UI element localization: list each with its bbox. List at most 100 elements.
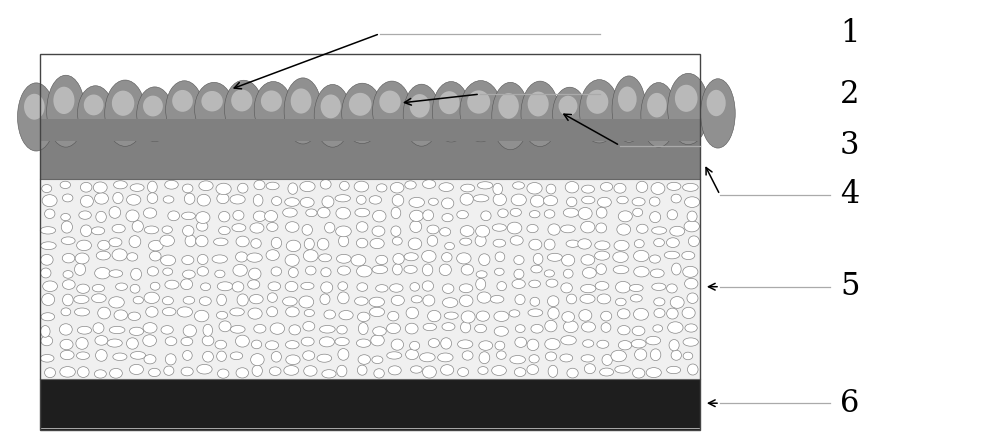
Ellipse shape	[615, 298, 626, 306]
Ellipse shape	[490, 295, 504, 303]
Ellipse shape	[216, 311, 228, 319]
Ellipse shape	[615, 366, 630, 373]
Ellipse shape	[248, 280, 260, 289]
Ellipse shape	[61, 237, 75, 245]
Ellipse shape	[409, 198, 424, 207]
Ellipse shape	[493, 183, 503, 195]
Ellipse shape	[197, 267, 209, 276]
Ellipse shape	[41, 242, 56, 250]
Ellipse shape	[563, 269, 573, 278]
Ellipse shape	[110, 368, 122, 378]
Ellipse shape	[320, 294, 330, 305]
Ellipse shape	[42, 195, 57, 207]
Ellipse shape	[301, 337, 314, 346]
Ellipse shape	[650, 349, 661, 361]
Ellipse shape	[202, 336, 214, 346]
Ellipse shape	[476, 225, 490, 237]
Ellipse shape	[533, 254, 543, 264]
Ellipse shape	[271, 352, 281, 362]
Ellipse shape	[633, 368, 645, 378]
Ellipse shape	[666, 238, 679, 247]
Ellipse shape	[439, 264, 451, 276]
Ellipse shape	[336, 254, 351, 263]
Ellipse shape	[631, 340, 646, 348]
Ellipse shape	[457, 211, 468, 219]
Ellipse shape	[338, 292, 349, 304]
Ellipse shape	[91, 227, 105, 235]
Ellipse shape	[387, 352, 402, 359]
Ellipse shape	[161, 326, 173, 334]
Ellipse shape	[428, 198, 438, 205]
Ellipse shape	[410, 210, 423, 221]
Ellipse shape	[238, 183, 248, 193]
Ellipse shape	[629, 284, 643, 292]
Ellipse shape	[322, 370, 336, 378]
Ellipse shape	[61, 213, 70, 221]
Ellipse shape	[370, 307, 385, 317]
Ellipse shape	[299, 296, 314, 308]
Ellipse shape	[248, 308, 262, 319]
Ellipse shape	[265, 341, 279, 350]
Ellipse shape	[289, 325, 301, 335]
Text: 3: 3	[840, 130, 860, 161]
Ellipse shape	[473, 195, 489, 202]
Ellipse shape	[149, 368, 160, 377]
Ellipse shape	[168, 211, 180, 221]
Ellipse shape	[530, 195, 544, 207]
Ellipse shape	[493, 239, 506, 247]
Ellipse shape	[460, 238, 472, 245]
Ellipse shape	[47, 75, 85, 147]
Ellipse shape	[249, 294, 263, 304]
Ellipse shape	[411, 296, 422, 303]
Ellipse shape	[422, 250, 436, 263]
Ellipse shape	[527, 339, 539, 351]
Ellipse shape	[41, 326, 50, 337]
Ellipse shape	[507, 222, 522, 234]
Ellipse shape	[339, 310, 353, 320]
Ellipse shape	[580, 294, 595, 303]
Ellipse shape	[236, 236, 249, 247]
Ellipse shape	[616, 281, 631, 293]
Ellipse shape	[391, 207, 401, 219]
Ellipse shape	[286, 307, 299, 317]
Ellipse shape	[668, 73, 709, 145]
Ellipse shape	[373, 211, 386, 222]
Bar	[40, 179, 700, 379]
Ellipse shape	[617, 224, 631, 235]
Ellipse shape	[338, 282, 348, 290]
Ellipse shape	[667, 366, 681, 374]
Ellipse shape	[112, 90, 134, 116]
Ellipse shape	[335, 195, 350, 202]
Ellipse shape	[671, 194, 681, 203]
Ellipse shape	[233, 211, 244, 220]
Ellipse shape	[423, 323, 437, 331]
Ellipse shape	[374, 369, 384, 378]
Ellipse shape	[197, 364, 212, 374]
Ellipse shape	[601, 311, 612, 321]
Ellipse shape	[321, 268, 331, 277]
Ellipse shape	[80, 182, 92, 192]
Ellipse shape	[303, 250, 318, 262]
Ellipse shape	[372, 265, 388, 274]
Ellipse shape	[442, 253, 452, 262]
Ellipse shape	[41, 268, 51, 278]
Ellipse shape	[630, 294, 642, 302]
Ellipse shape	[261, 90, 282, 112]
Ellipse shape	[545, 352, 557, 361]
Ellipse shape	[562, 254, 575, 266]
Ellipse shape	[477, 182, 493, 189]
Ellipse shape	[529, 355, 539, 363]
Ellipse shape	[165, 337, 177, 345]
Ellipse shape	[562, 312, 575, 322]
Ellipse shape	[565, 181, 579, 193]
Ellipse shape	[232, 224, 246, 232]
Ellipse shape	[582, 185, 595, 193]
Ellipse shape	[404, 265, 417, 273]
Ellipse shape	[132, 221, 143, 232]
Ellipse shape	[530, 297, 540, 306]
Ellipse shape	[510, 356, 525, 364]
Ellipse shape	[667, 210, 678, 220]
Ellipse shape	[76, 352, 89, 359]
Ellipse shape	[566, 294, 577, 304]
Ellipse shape	[420, 353, 435, 362]
